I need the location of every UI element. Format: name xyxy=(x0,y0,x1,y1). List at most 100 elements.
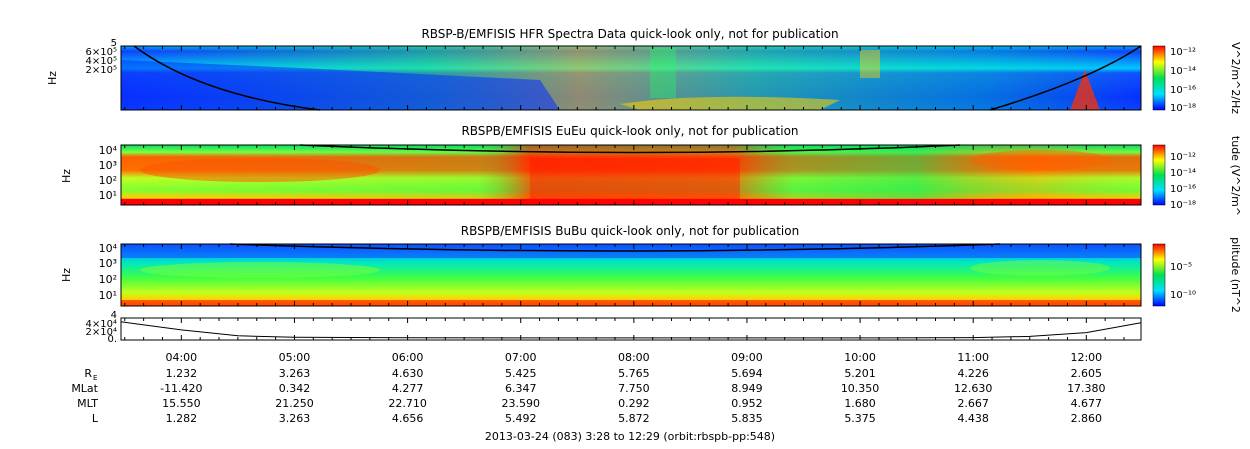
x-tick-label: 07:00 xyxy=(505,351,537,364)
ephemeris-row-label: MLat xyxy=(71,382,98,395)
ephemeris-value: 5.425 xyxy=(505,367,537,380)
panel3-heatmap xyxy=(121,244,1141,306)
panel3-ytick: 10¹ xyxy=(99,289,117,302)
panel1-cbar-tick: 10⁻¹⁸ xyxy=(1170,103,1196,114)
panel2-ytick: 10⁴ xyxy=(99,144,118,157)
ephemeris-value: 0.342 xyxy=(279,382,311,395)
panel3-boundary-curve xyxy=(229,243,1001,252)
panel3-ytick: 10⁴ xyxy=(99,242,118,255)
panel1-heatmap xyxy=(121,46,1141,110)
panel1-colorbar xyxy=(1152,45,1166,111)
ephemeris-row-label: R xyxy=(84,367,92,380)
panel1-boundary-curve xyxy=(133,45,1142,111)
x-tick-label: 10:00 xyxy=(844,351,876,364)
ephemeris-value: 1.282 xyxy=(166,412,198,425)
panel1-ytick: 4×10⁵ xyxy=(86,56,117,67)
panel1-ytick: 6×10⁵ xyxy=(86,47,117,58)
ephemeris-row-label: L xyxy=(92,412,99,425)
ephemeris-value: 0.952 xyxy=(731,397,763,410)
x-axis-labels: 04:00 05:00 06:00 07:00 08:00 09:00 10:00 11:00… xyxy=(165,351,1102,364)
x-tick-label: 09:00 xyxy=(731,351,763,364)
ephemeris-value: 4.277 xyxy=(392,382,424,395)
x-tick-label: 04:00 xyxy=(165,351,197,364)
ephemeris-value: 4.226 xyxy=(957,367,989,380)
ephemeris-value: 8.949 xyxy=(731,382,763,395)
panel1-frame xyxy=(120,45,1142,111)
panel2-cbar-tick: 10⁻¹² xyxy=(1170,152,1196,163)
ephemeris-row-label: MLT xyxy=(77,397,98,410)
panel2-heatmap xyxy=(121,145,1141,205)
ephemeris-value: 2.605 xyxy=(1071,367,1103,380)
panel1-ytick-top: 5 xyxy=(111,38,117,49)
panel3-cbar-tick: 10⁻¹⁰ xyxy=(1170,290,1196,301)
ephemeris-value: -11.420 xyxy=(160,382,202,395)
panel3-frame xyxy=(120,243,1142,307)
ephemeris-value: 17.380 xyxy=(1067,382,1106,395)
ephemeris-value: 21.250 xyxy=(275,397,314,410)
panel1-ytick: 2×10⁵ xyxy=(86,65,117,76)
ephemeris-value: 5.765 xyxy=(618,367,650,380)
panel3-ylabel: Hz xyxy=(60,268,73,282)
ephemeris-value: 3.263 xyxy=(279,367,311,380)
panel1-cbar-tick: 10⁻¹⁶ xyxy=(1170,85,1196,96)
ephemeris-value: 23.590 xyxy=(501,397,540,410)
panel1-cbar-tick: 10⁻¹⁴ xyxy=(1170,66,1196,77)
panel1-title: RBSP-B/EMFISIS HFR Spectra Data quick-lo… xyxy=(421,27,838,41)
panel2-cbar-tick: 10⁻¹⁸ xyxy=(1170,200,1196,211)
ephemeris-value: 2.667 xyxy=(957,397,989,410)
ephemeris-value: 7.750 xyxy=(618,382,650,395)
panel2-cbar-tick: 10⁻¹⁴ xyxy=(1170,168,1196,179)
panel4-ytick: 0. xyxy=(107,334,117,345)
panel2-ytick: 10² xyxy=(99,174,117,187)
ephemeris-value: 4.630 xyxy=(392,367,424,380)
panel4-ytick-top: 4 xyxy=(111,310,117,321)
panel2-ytick: 10¹ xyxy=(99,189,117,202)
ephemeris-value: 5.492 xyxy=(505,412,537,425)
panel3-ytick: 10³ xyxy=(99,257,117,270)
ephemeris-value: 4.438 xyxy=(957,412,989,425)
ephemeris-value: 10.350 xyxy=(841,382,880,395)
panel3-title: RBSPB/EMFISIS BuBu quick-look only, not … xyxy=(461,224,799,238)
footer-time-range: 2013-03-24 (083) 3:28 to 12:29 (orbit:rb… xyxy=(485,430,775,443)
x-axis-ticks xyxy=(124,46,1125,340)
ephemeris-value: 1.232 xyxy=(166,367,198,380)
panel1-cbar-tick: 10⁻¹² xyxy=(1170,47,1196,58)
ephemeris-value: 5.835 xyxy=(731,412,763,425)
x-tick-label: 05:00 xyxy=(279,351,311,364)
panel3-cbar-label: plitude (nT^2 xyxy=(1229,237,1242,313)
panel3-ytick: 10² xyxy=(99,273,117,286)
panel3-cbar-tick: 10⁻⁵ xyxy=(1170,262,1192,273)
ephemeris-value: 15.550 xyxy=(162,397,201,410)
panel2-ylabel: Hz xyxy=(60,169,73,183)
panel2-frame xyxy=(120,144,1142,206)
ephemeris-value: 4.677 xyxy=(1071,397,1103,410)
panel2-colorbar xyxy=(1152,144,1166,206)
x-tick-label: 06:00 xyxy=(392,351,424,364)
ephemeris-value: 12.630 xyxy=(954,382,993,395)
panel1-ylabel: Hz xyxy=(46,71,59,85)
ephemeris-row-sublabel: E xyxy=(93,374,97,382)
panel2-cbar-tick: 10⁻¹⁶ xyxy=(1170,184,1196,195)
panel2-title: RBSPB/EMFISIS EuEu quick-look only, not … xyxy=(461,124,798,138)
ephemeris-value: 3.263 xyxy=(279,412,311,425)
panel4-ytick: 4×10⁴ xyxy=(86,319,117,330)
panel3-colorbar xyxy=(1152,243,1166,307)
panel4-frame xyxy=(120,317,1142,341)
panel2-ytick: 10³ xyxy=(99,159,117,172)
ephemeris-value: 2.860 xyxy=(1071,412,1103,425)
x-tick-label: 11:00 xyxy=(957,351,989,364)
ephemeris-table: R E 1.232 3.263 4.630 5.425 5.765 5.694 5.201 4.2… xyxy=(71,367,1105,425)
ephemeris-value: 5.694 xyxy=(731,367,763,380)
ephemeris-value: 4.656 xyxy=(392,412,424,425)
ephemeris-value: 22.710 xyxy=(388,397,427,410)
panel2-boundary-curve xyxy=(299,144,961,154)
ephemeris-value: 0.292 xyxy=(618,397,650,410)
ephemeris-value: 5.375 xyxy=(844,412,876,425)
x-tick-label: 12:00 xyxy=(1070,351,1102,364)
panel1-cbar-label: V^2/m^2/Hz xyxy=(1229,42,1242,114)
ephemeris-value: 5.872 xyxy=(618,412,650,425)
x-tick-label: 08:00 xyxy=(618,351,650,364)
ephemeris-value: 6.347 xyxy=(505,382,537,395)
ephemeris-value: 1.680 xyxy=(844,397,876,410)
